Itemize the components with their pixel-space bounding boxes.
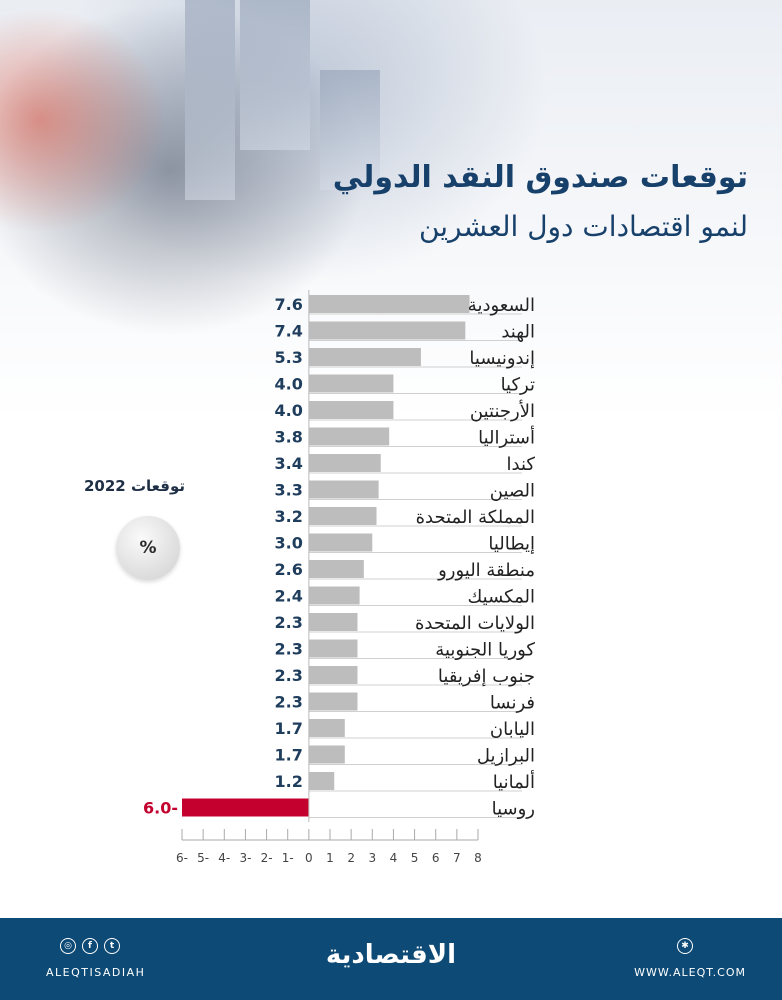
category-label: السعودية <box>468 295 535 316</box>
category-label: كندا <box>507 454 536 475</box>
x-tick-label: 7 <box>453 851 461 865</box>
x-tick-label: 5 <box>411 851 419 865</box>
logo: الاقتصادية <box>325 940 457 970</box>
value-label: 2.3 <box>275 613 303 632</box>
x-tick-label: 2- <box>261 851 273 865</box>
footer: ◎ f t ALEQTISADIAH الاقتصادية ✱ WWW.ALEQ… <box>0 918 782 1000</box>
category-label: الصين <box>490 481 535 502</box>
x-tick-label: 3 <box>368 851 376 865</box>
value-label: 4.0 <box>275 375 303 394</box>
instagram-icon[interactable]: ◎ <box>60 938 76 954</box>
bar <box>308 692 358 711</box>
value-label: 1.7 <box>275 746 303 765</box>
x-tick-label: 6- <box>176 851 188 865</box>
bar <box>308 613 358 631</box>
category-label: اليابان <box>490 719 535 740</box>
category-label: ألمانيا <box>493 770 535 793</box>
category-label: المكسيك <box>468 587 536 608</box>
bar <box>308 533 373 552</box>
percent-badge: % <box>116 516 180 580</box>
x-tick-label: 4 <box>390 851 398 865</box>
bar <box>308 560 364 578</box>
category-label: تركيا <box>501 375 535 396</box>
x-tick-label: 8 <box>474 851 482 865</box>
bar <box>308 374 394 393</box>
facebook-icon[interactable]: f <box>82 938 98 954</box>
value-label: 1.2 <box>275 772 303 791</box>
value-label: 3.4 <box>275 454 303 473</box>
bar <box>308 639 358 658</box>
bar <box>308 295 470 313</box>
category-label: الولايات المتحدة <box>415 613 535 634</box>
bar <box>308 719 345 737</box>
x-tick-label: 0 <box>305 851 313 865</box>
bar <box>308 745 345 764</box>
value-label: 4.0 <box>275 401 303 420</box>
category-label: الهند <box>501 322 535 343</box>
bar <box>308 454 381 472</box>
unit-label: % <box>139 538 157 558</box>
bar <box>308 348 421 366</box>
value-label: 2.3 <box>275 666 303 685</box>
bar <box>308 666 358 684</box>
value-label: 6.0- <box>143 799 178 818</box>
category-label: كوريا الجنوبية <box>435 640 535 661</box>
value-label: 2.3 <box>275 640 303 659</box>
value-label: 7.4 <box>275 322 303 341</box>
value-label: 2.4 <box>275 587 303 606</box>
value-label: 3.3 <box>275 481 303 500</box>
website-link[interactable]: WWW.ALEQT.COM <box>634 966 746 979</box>
category-label: المملكة المتحدة <box>416 507 535 528</box>
x-tick-label: 1 <box>326 851 334 865</box>
value-label: 2.3 <box>275 693 303 712</box>
social-icons: ◎ f t <box>60 938 120 954</box>
x-tick-label: 3- <box>239 851 251 865</box>
bar <box>308 507 377 525</box>
bar-chart: 7.6 السعودية 7.4 الهند 5.3 إندونيسيا 4.0 تركيا 4… <box>143 290 536 865</box>
category-label: الأرجنتين <box>470 400 535 422</box>
value-label: 1.7 <box>275 719 303 738</box>
bar <box>308 427 390 446</box>
bar <box>308 772 335 790</box>
category-label: إندونيسيا <box>469 348 535 369</box>
category-label: إيطاليا <box>488 534 535 555</box>
x-tick-label: 1- <box>282 851 294 865</box>
category-label: البرازيل <box>477 746 535 767</box>
globe-icon: ✱ <box>677 938 693 954</box>
category-label: روسيا <box>492 799 535 820</box>
category-label: أستراليا <box>478 426 535 449</box>
x-tick-label: 5- <box>197 851 209 865</box>
value-label: 2.6 <box>275 560 303 579</box>
value-label: 3.0 <box>275 534 303 553</box>
bar <box>308 586 360 605</box>
x-tick-label: 6 <box>432 851 440 865</box>
value-label: 3.2 <box>275 507 303 526</box>
x-tick-label: 4- <box>218 851 230 865</box>
twitter-icon[interactable]: t <box>104 938 120 954</box>
forecast-year-label: توقعات 2022 <box>84 477 186 495</box>
category-label: منطقة اليورو <box>437 560 535 581</box>
category-label: فرنسا <box>490 693 535 714</box>
page-subtitle: لنمو اقتصادات دول العشرين <box>418 210 748 243</box>
bar <box>308 480 379 499</box>
bar <box>308 321 466 340</box>
value-label: 3.8 <box>275 428 303 447</box>
bar <box>308 401 394 419</box>
bar <box>182 798 309 817</box>
x-tick-label: 2 <box>347 851 355 865</box>
page-title: توقعات صندوق النقد الدولي <box>332 160 748 195</box>
value-label: 5.3 <box>275 348 303 367</box>
value-label: 7.6 <box>275 295 303 314</box>
category-label: جنوب إفريقيا <box>438 666 535 687</box>
social-handle[interactable]: ALEQTISADIAH <box>46 966 146 979</box>
